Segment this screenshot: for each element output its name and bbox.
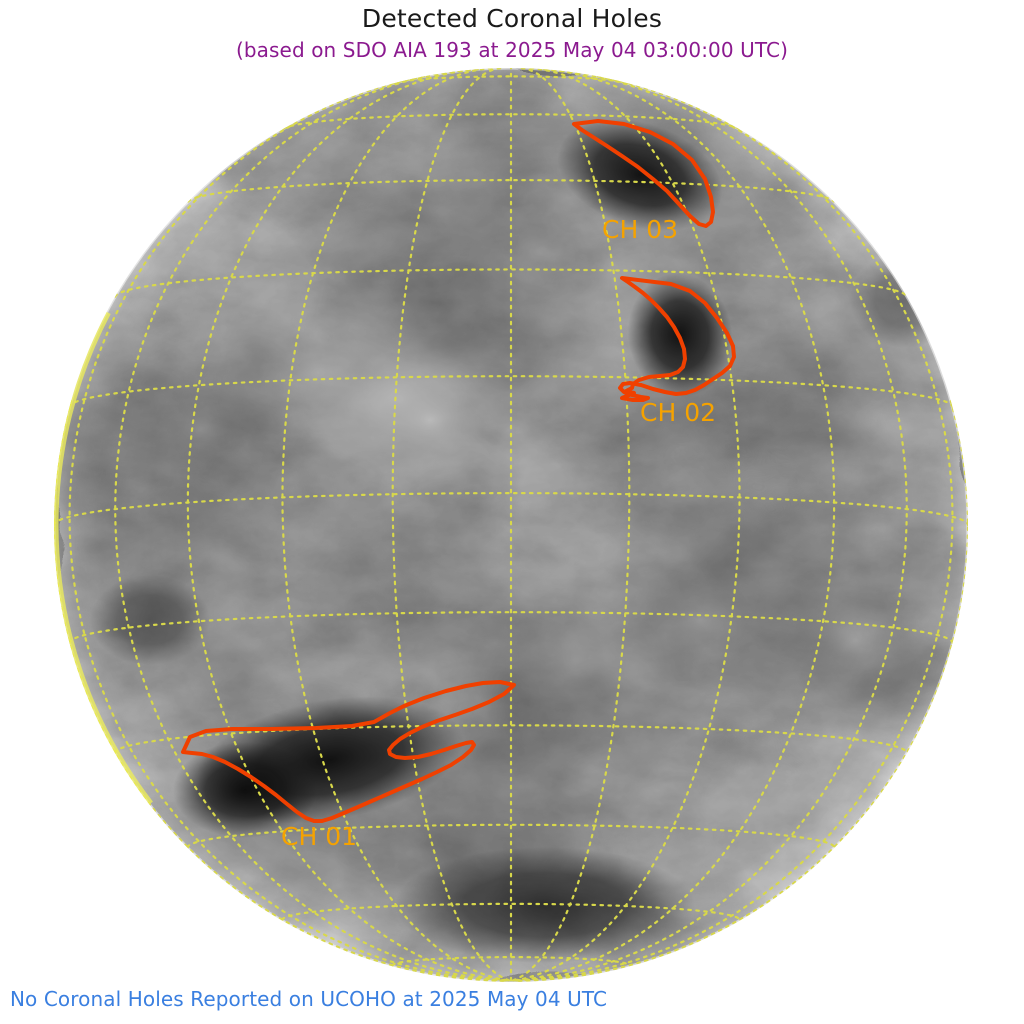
footer-note: No Coronal Holes Reported on UCOHO at 20… xyxy=(10,987,608,1011)
limb-highlight-group xyxy=(54,68,968,982)
grid-line xyxy=(516,68,908,982)
coronal-hole-contour-ch03 xyxy=(572,119,715,228)
page-title: Detected Coronal Holes xyxy=(361,4,663,33)
grid-line xyxy=(517,398,968,982)
south-limb-highlight xyxy=(54,68,968,982)
coronal-hole-contour-ch01 xyxy=(181,680,516,823)
grid-line xyxy=(393,75,629,85)
grid-line xyxy=(515,68,836,982)
grid-line xyxy=(517,74,954,982)
coronal-hole-contour-ch02 xyxy=(618,276,736,402)
grid-line xyxy=(187,179,835,203)
grid-line xyxy=(186,68,507,982)
grid-line xyxy=(513,68,741,982)
grid-line xyxy=(114,268,908,298)
heliographic-grid xyxy=(54,68,968,982)
grid-line xyxy=(391,68,510,982)
grid-line xyxy=(281,68,509,982)
grid-line xyxy=(68,74,505,982)
page-subtitle: (based on SDO AIA 193 at 2025 May 04 03:… xyxy=(235,38,788,62)
coronal-hole-contours xyxy=(181,119,736,823)
grid-line xyxy=(114,68,506,982)
grid-line xyxy=(281,902,741,921)
